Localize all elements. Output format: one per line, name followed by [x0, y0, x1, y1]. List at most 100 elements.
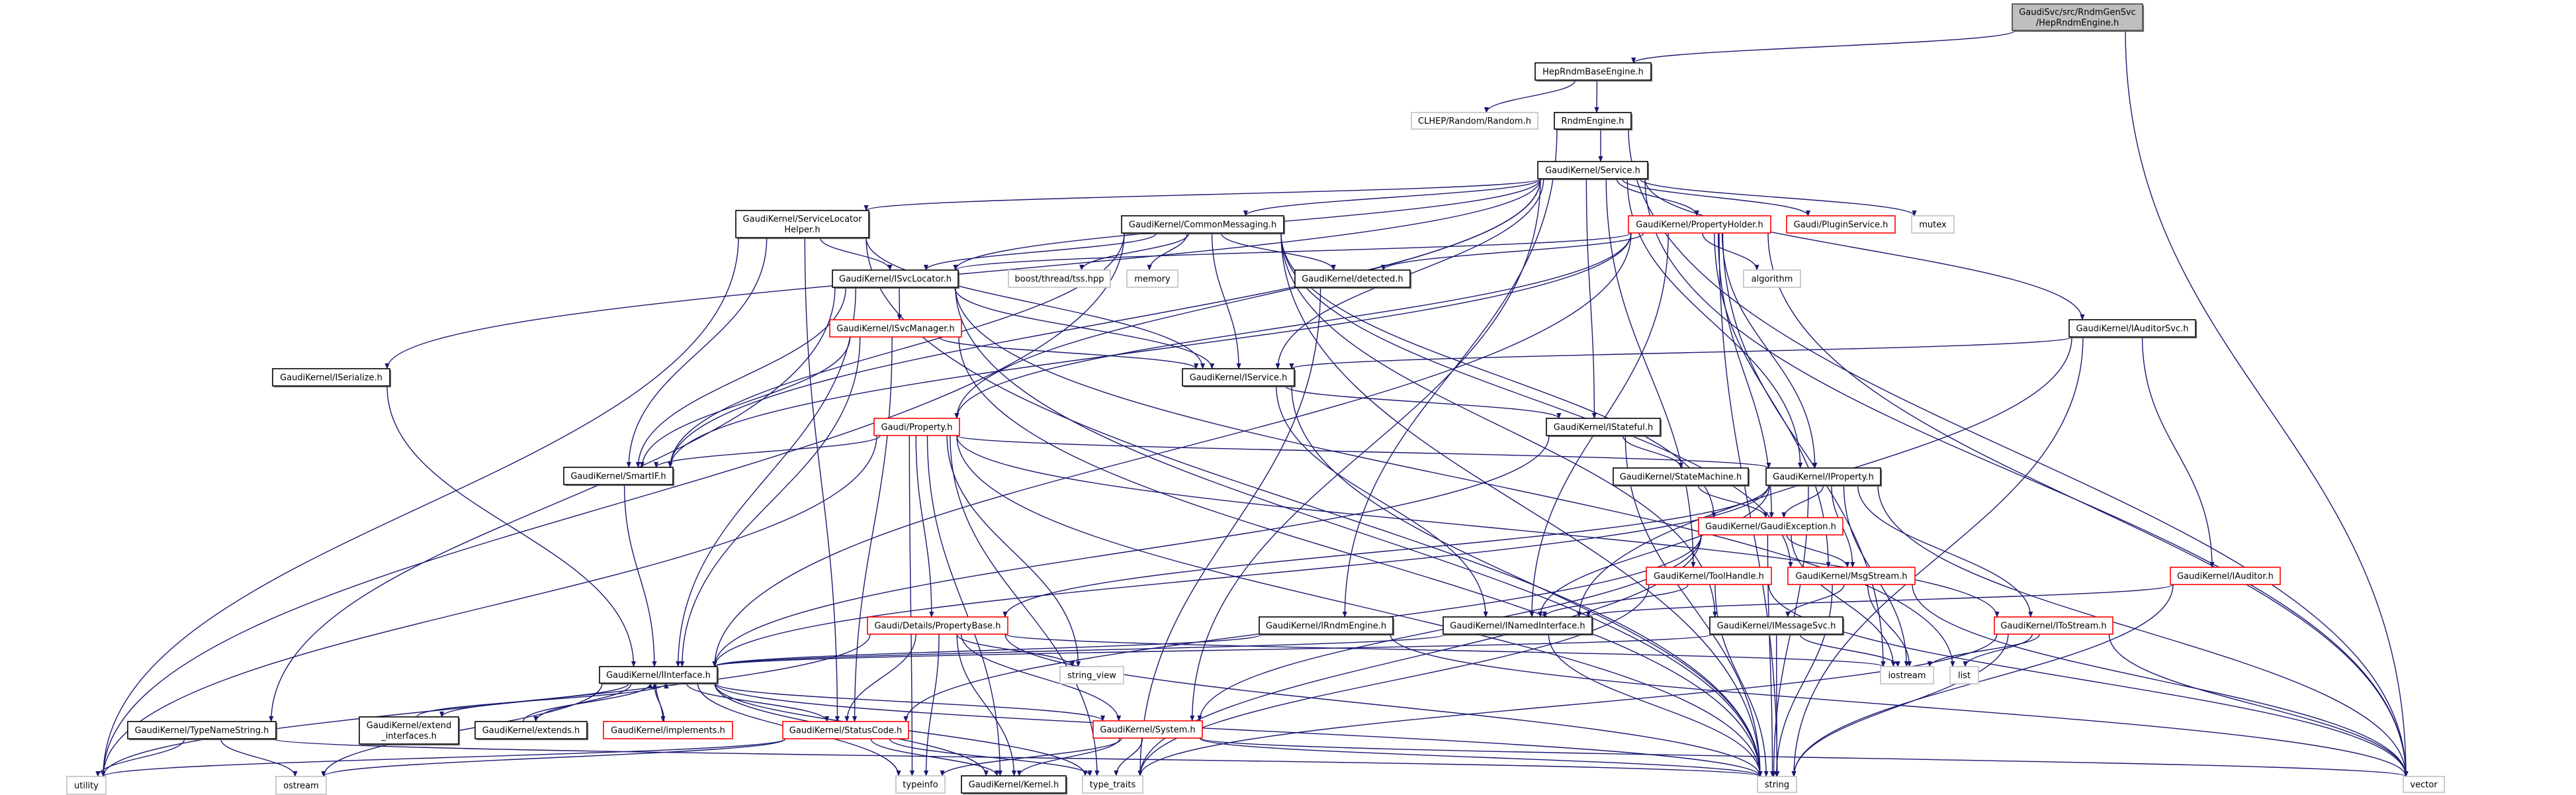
- node-boosttss[interactable]: boost/thread/tss.hpp: [1008, 269, 1111, 288]
- node-isvcmanager[interactable]: GaudiKernel/ISvcManager.h: [829, 319, 962, 338]
- node-label: GaudiKernel/TypeNameString.h: [135, 726, 269, 736]
- node-smartif[interactable]: GaudiKernel/SmartIF.h: [563, 467, 675, 487]
- node-system[interactable]: GaudiKernel/System.h: [1092, 720, 1203, 739]
- node-hepbase[interactable]: HepRndmBaseEngine.h: [1534, 62, 1653, 82]
- node-shadow: [1261, 618, 1395, 636]
- node-property[interactable]: Gaudi/Property.h: [873, 418, 960, 436]
- node-label: list: [1958, 671, 1971, 681]
- node-box: [2403, 776, 2445, 793]
- edge-gaudiexception-to-iostream: [1791, 534, 1896, 667]
- node-label: _interfaces.h: [380, 731, 437, 741]
- node-extend_interfaces[interactable]: GaudiKernel/extend_interfaces.h: [359, 716, 461, 746]
- edge-slhelper-to-utility: [101, 237, 739, 777]
- node-iserialize[interactable]: GaudiKernel/ISerialize.h: [272, 368, 392, 388]
- edge-hepbase-to-clhep: [1484, 79, 1576, 113]
- node-mutex[interactable]: mutex: [1911, 215, 1955, 234]
- node-ostream[interactable]: ostream: [275, 776, 327, 795]
- node-vector[interactable]: vector: [2403, 776, 2445, 793]
- edge-propertybase-to-string: [1004, 633, 1763, 777]
- edge-service-to-smartif: [668, 178, 1541, 468]
- node-box: [1949, 666, 1979, 684]
- edge-msgstream-to-imessagesvc: [1785, 584, 1845, 618]
- edge-property-to-utility: [101, 435, 877, 777]
- node-istateful[interactable]: GaudiKernel/IStateful.h: [1546, 418, 1662, 438]
- node-pluginsvc[interactable]: Gaudi/PluginService.h: [1786, 215, 1896, 234]
- node-box: [66, 776, 107, 795]
- node-statuscode[interactable]: GaudiKernel/StatusCode.h: [782, 721, 909, 739]
- node-label: vector: [2410, 780, 2438, 790]
- edge-iinterface-to-extends: [533, 682, 632, 722]
- node-imessagesvc[interactable]: GaudiKernel/IMessageSvc.h: [1709, 616, 1845, 636]
- edge-root-to-vector: [2125, 30, 2409, 777]
- node-string_view[interactable]: string_view: [1059, 666, 1124, 684]
- node-gaudiexception[interactable]: GaudiKernel/GaudiException.h: [1698, 517, 1843, 536]
- edge-typenamestring-to-ostream: [220, 738, 298, 777]
- node-utility[interactable]: utility: [66, 776, 107, 795]
- edge-isvcmanager-to-string: [958, 336, 1763, 777]
- node-iostream[interactable]: iostream: [1880, 666, 1934, 684]
- edge-iproperty-to-itostream: [1857, 485, 2033, 618]
- edge-property-to-smartif: [654, 435, 881, 468]
- node-implements[interactable]: GaudiKernel/implements.h: [603, 721, 733, 739]
- edge-itostream-to-string: [1791, 633, 2009, 777]
- node-rndmengine[interactable]: RndmEngine.h: [1554, 112, 1633, 131]
- node-list[interactable]: list: [1949, 666, 1979, 684]
- edge-gaudiexception-to-type_traits: [1137, 534, 1702, 776]
- node-shadow: [2014, 5, 2145, 32]
- node-label: RndmEngine.h: [1561, 117, 1624, 126]
- node-commonmsg[interactable]: GaudiKernel/CommonMessaging.h: [1121, 215, 1286, 235]
- node-box: [603, 721, 733, 739]
- edge-iservice-to-inamedinterface: [1276, 385, 1488, 618]
- node-iproperty[interactable]: GaudiKernel/IProperty.h: [1765, 467, 1883, 487]
- node-label: GaudiKernel/ToolHandle.h: [1654, 572, 1764, 582]
- edge-system-to-type_traits: [1114, 737, 1143, 776]
- node-iservice[interactable]: GaudiKernel/IService.h: [1182, 368, 1296, 388]
- node-iauditor[interactable]: GaudiKernel/IAuditor.h: [2170, 567, 2281, 585]
- node-detected[interactable]: GaudiKernel/detected.h: [1294, 269, 1412, 289]
- edge-service-to-mutex: [1639, 178, 1917, 216]
- node-memory[interactable]: memory: [1126, 269, 1178, 288]
- node-shadow: [1123, 217, 1286, 235]
- edge-imessagesvc-to-iostream: [1799, 633, 1900, 667]
- node-box: [1294, 269, 1411, 288]
- node-isvclocator[interactable]: GaudiKernel/ISvcLocator.h: [832, 269, 960, 289]
- node-label: type_traits: [1090, 780, 1136, 790]
- node-propertybase[interactable]: Gaudi/Details/PropertyBase.h: [867, 616, 1008, 635]
- edge-propertybase-to-system: [960, 633, 1122, 722]
- edge-isvclocator-to-iservice: [954, 287, 1215, 369]
- node-itostream[interactable]: GaudiKernel/IToStream.h: [1994, 616, 2113, 635]
- node-statemachine[interactable]: GaudiKernel/StateMachine.h: [1613, 467, 1750, 487]
- edge-property-to-itostream: [956, 435, 2000, 618]
- node-typenamestring[interactable]: GaudiKernel/TypeNameString.h: [127, 721, 278, 741]
- node-irndmengine[interactable]: GaudiKernel/IRndmEngine.h: [1259, 616, 1395, 636]
- node-box: [1709, 616, 1843, 635]
- edge-itostream-to-iostream: [1927, 633, 2040, 667]
- edge-service-to-slhelper: [864, 178, 1541, 211]
- node-toolhandle[interactable]: GaudiKernel/ToolHandle.h: [1646, 567, 1772, 585]
- node-extends[interactable]: GaudiKernel/extends.h: [474, 721, 589, 741]
- node-box: [1259, 616, 1394, 635]
- edge-iproperty-to-vector: [1877, 485, 2409, 777]
- node-iauditorsvc[interactable]: GaudiKernel/IAuditorSvc.h: [2068, 319, 2198, 339]
- node-label: algorithm: [1752, 275, 1793, 285]
- node-type_traits[interactable]: type_traits: [1082, 775, 1143, 794]
- node-algorithm[interactable]: algorithm: [1743, 269, 1801, 288]
- node-service[interactable]: GaudiKernel/Service.h: [1537, 161, 1650, 181]
- node-msgstream[interactable]: GaudiKernel/MsgStream.h: [1787, 567, 1916, 585]
- node-kernel[interactable]: GaudiKernel/Kernel.h: [961, 775, 1068, 795]
- node-box: [1008, 269, 1111, 288]
- node-label: /HepRndmEngine.h: [2036, 19, 2119, 28]
- node-box: [1613, 467, 1749, 486]
- node-label: boost/thread/tss.hpp: [1015, 275, 1104, 285]
- node-propholder[interactable]: GaudiKernel/PropertyHolder.h: [1628, 215, 1771, 234]
- node-string[interactable]: string: [1757, 776, 1797, 793]
- edge-iservice-to-string: [1291, 385, 1763, 777]
- node-typeinfo[interactable]: typeinfo: [895, 775, 946, 794]
- edge-commonmsg-to-boosttss: [1079, 232, 1190, 271]
- node-iinterface[interactable]: GaudiKernel/IInterface.h: [599, 666, 719, 685]
- node-inamedinterface[interactable]: GaudiKernel/INamedInterface.h: [1443, 616, 1594, 636]
- node-clhep[interactable]: CLHEP/Random/Random.h: [1411, 112, 1538, 130]
- node-root[interactable]: GaudiSvc/src/RndmGenSvc/HepRndmEngine.h: [2012, 3, 2145, 32]
